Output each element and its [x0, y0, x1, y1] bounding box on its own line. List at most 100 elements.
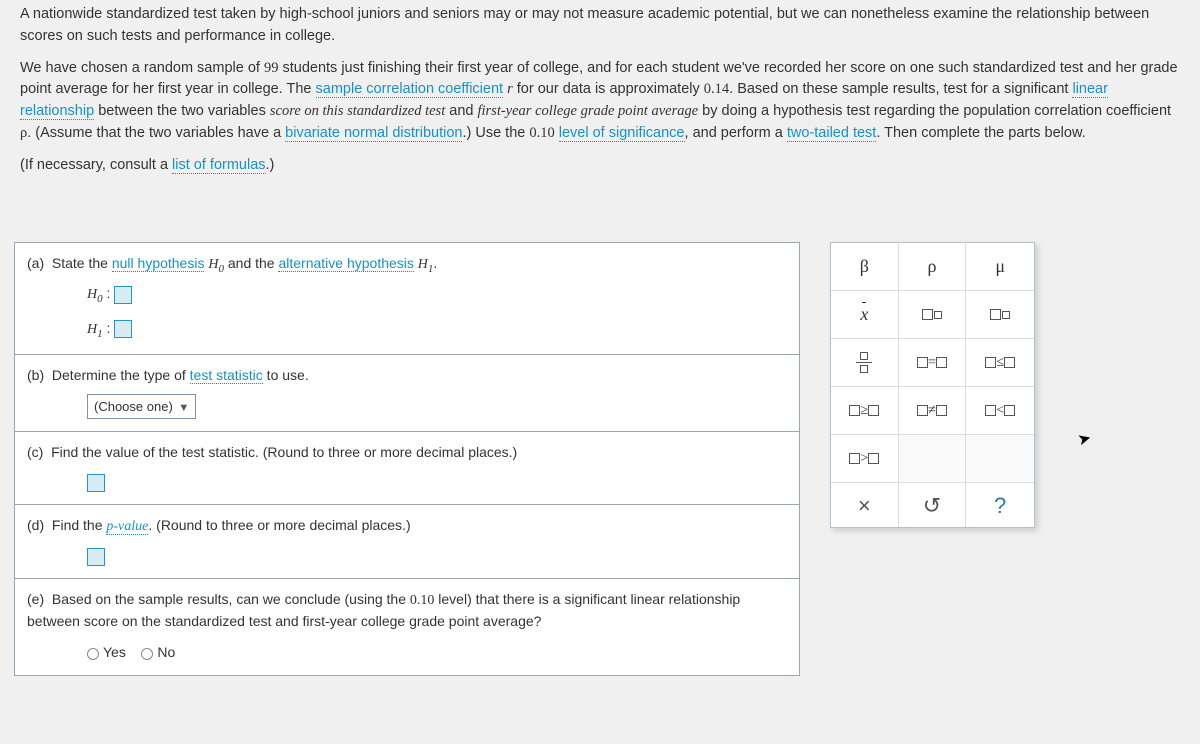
symbol-box-subscript[interactable]: [966, 291, 1034, 339]
symbol-rho[interactable]: ρ: [899, 243, 967, 291]
link-null-hypothesis[interactable]: null hypothesis: [112, 255, 205, 272]
fraction-icon: [856, 352, 872, 373]
text: between the two variables: [94, 103, 270, 119]
box-icon: [868, 405, 879, 416]
box-icon: [860, 365, 868, 373]
part-label: (e): [27, 591, 44, 607]
box-icon: [936, 357, 947, 368]
link-alternative-hypothesis[interactable]: alternative hypothesis: [278, 255, 413, 272]
box-icon: [990, 309, 1001, 320]
choose-wrap: (Choose one) ▼: [27, 394, 196, 420]
close-icon: ×: [858, 489, 871, 522]
box-icon: [922, 309, 933, 320]
text: H: [208, 257, 218, 272]
reset-icon: ↺: [923, 489, 941, 522]
radio-no[interactable]: [141, 648, 153, 660]
text: (If necessary, consult a: [20, 157, 172, 173]
box-icon: [917, 405, 928, 416]
box-icon: [1004, 357, 1015, 368]
text: and: [445, 103, 477, 119]
box-icon: [936, 405, 947, 416]
h1-symbol: H1: [418, 257, 434, 272]
cursor-icon: ➤: [1075, 427, 1094, 454]
symbol-toolbar: × ↺ ?: [831, 483, 1034, 527]
link-p-value[interactable]: p-value: [106, 519, 148, 535]
p-value-input[interactable]: [87, 548, 105, 566]
part-c: (c) Find the value of the test statistic…: [15, 432, 799, 505]
question-panel: (a) State the null hypothesis H0 and the…: [14, 242, 800, 676]
text: Determine the type of: [52, 367, 190, 383]
text: A nationwide standardized test taken by …: [20, 6, 1149, 44]
chevron-down-icon: ▼: [178, 402, 189, 414]
palette-help-button[interactable]: ?: [966, 483, 1034, 527]
link-level-of-significance[interactable]: level of significance: [559, 125, 685, 142]
dropdown-label: (Choose one): [94, 399, 173, 414]
part-b: (b) Determine the type of test statistic…: [15, 355, 799, 433]
box-icon: [868, 453, 879, 464]
symbol-beta[interactable]: β: [831, 243, 899, 291]
part-label: (d): [27, 517, 44, 533]
symbol-ge[interactable]: ≥: [831, 387, 899, 435]
palette-reset-button[interactable]: ↺: [899, 483, 967, 527]
symbol-box-superscript[interactable]: [899, 291, 967, 339]
op: <: [996, 400, 1004, 421]
op: ≥: [860, 400, 868, 421]
radio-yes[interactable]: [87, 648, 99, 660]
link-list-of-formulas[interactable]: list of formulas: [172, 157, 265, 174]
text: . (Assume that the two variables have a: [27, 125, 285, 141]
part-a: (a) State the null hypothesis H0 and the…: [15, 243, 799, 355]
symbol-le[interactable]: ≤: [966, 339, 1034, 387]
symbol-xbar[interactable]: x: [831, 291, 899, 339]
h0-row: H0 :: [27, 283, 132, 307]
text: .: [433, 255, 437, 271]
symbol-ne[interactable]: ≠: [899, 387, 967, 435]
box-sup-icon: [934, 311, 942, 319]
r-value: 0.14: [704, 81, 729, 97]
part-label: (c): [27, 444, 43, 460]
h1-answer-input[interactable]: [114, 320, 132, 338]
op: ≠: [928, 400, 936, 421]
text: Based on the sample results, can we conc…: [52, 591, 410, 607]
palette-clear-button[interactable]: ×: [831, 483, 899, 527]
text: Find the: [52, 517, 106, 533]
text: H: [87, 322, 97, 337]
alpha-value: 0.10: [529, 125, 554, 141]
link-bivariate-normal[interactable]: bivariate normal distribution: [285, 125, 462, 142]
text: to use.: [263, 367, 309, 383]
link-sample-correlation[interactable]: sample correlation coefficient: [316, 81, 504, 98]
symbol-gt[interactable]: >: [831, 435, 899, 483]
h0-label: H0: [87, 287, 103, 302]
h0-symbol: H0: [208, 257, 224, 272]
var-gpa: first-year college grade point average: [477, 103, 698, 119]
text: for our data is approximately: [513, 81, 704, 97]
symbol-palette: β ρ μ x = ≤ ≥ ≠ < >: [830, 242, 1035, 528]
text: , and perform a: [685, 125, 787, 141]
box-icon: [849, 405, 860, 416]
test-statistic-input[interactable]: [87, 474, 105, 492]
intro-paragraph-3: (If necessary, consult a list of formula…: [20, 155, 1180, 177]
text: Find the value of the test statistic. (R…: [51, 444, 517, 460]
text: .): [266, 157, 275, 173]
fraction-bar-icon: [856, 362, 872, 363]
part-e: (e) Based on the sample results, can we …: [15, 579, 799, 675]
symbol-equals[interactable]: =: [899, 339, 967, 387]
h0-answer-input[interactable]: [114, 286, 132, 304]
test-statistic-dropdown[interactable]: (Choose one) ▼: [87, 394, 196, 420]
symbol-lt[interactable]: <: [966, 387, 1034, 435]
colon: :: [103, 320, 115, 336]
symbol-mu[interactable]: μ: [966, 243, 1034, 291]
text: . (Round to three or more decimal places…: [148, 517, 410, 533]
intro-paragraph-1: A nationwide standardized test taken by …: [20, 4, 1180, 48]
op: =: [928, 352, 936, 373]
link-test-statistic[interactable]: test statistic: [190, 367, 263, 384]
box-icon: [917, 357, 928, 368]
symbol-fraction[interactable]: [831, 339, 899, 387]
link-two-tailed-test[interactable]: two-tailed test: [787, 125, 876, 142]
colon: :: [103, 285, 115, 301]
help-icon: ?: [994, 489, 1006, 522]
box-icon: [849, 453, 860, 464]
op: ≤: [996, 352, 1004, 373]
box-icon: [860, 352, 868, 360]
text: H: [418, 257, 428, 272]
sample-size: 99: [264, 60, 279, 76]
